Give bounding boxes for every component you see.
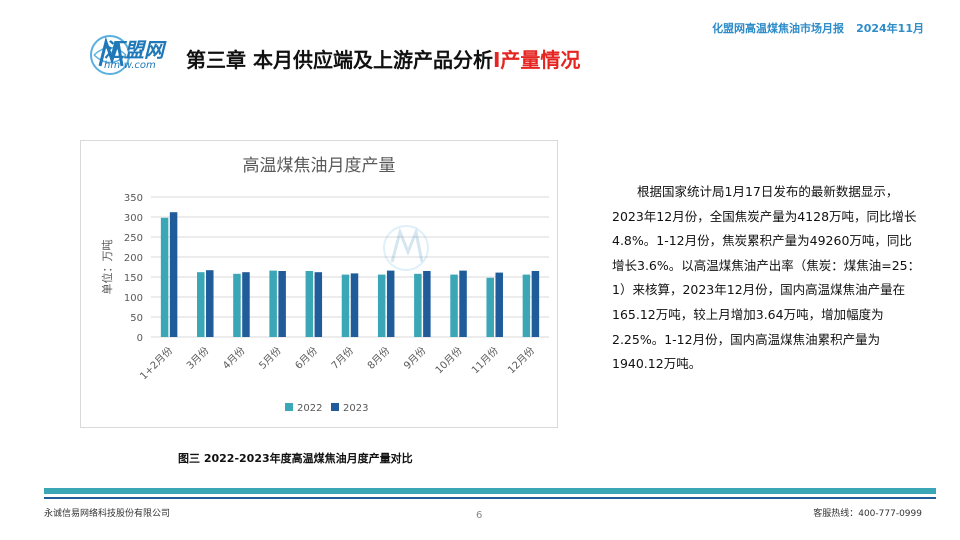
chart-caption: 图三 2022-2023年度高温煤焦油月度产量对比	[178, 452, 413, 465]
bar-2022	[486, 277, 494, 337]
legend-label: 2023	[343, 403, 368, 414]
bar-2023	[314, 272, 323, 337]
bar-2022	[197, 272, 205, 337]
page-title: 第三章 本月供应端及上游产品分析I产量情况	[186, 44, 580, 73]
bar-2022	[269, 270, 277, 337]
footer-hotline: 客服热线：400-777-0999	[813, 509, 922, 519]
y-tick-label: 350	[124, 193, 143, 204]
legend-label: 2022	[297, 403, 322, 414]
watermark-icon	[383, 225, 429, 271]
x-tick-label: 6月份	[293, 345, 320, 372]
y-tick-label: 250	[124, 233, 143, 244]
bar-2022	[450, 274, 458, 337]
logo-text: 汇盟网	[104, 38, 164, 62]
y-tick-label: 150	[124, 273, 143, 284]
bar-2023	[278, 271, 286, 337]
bar-2022	[414, 273, 422, 337]
bar-chart: 高温煤焦油月度产量 0 50 100 150 200 250 300 350 单位：万吨 1+2月份…	[100, 156, 549, 414]
chart-container: 高温煤焦油月度产量 0 50 100 150 200 250 300 350 单位：万吨 1+2月份…	[80, 140, 558, 428]
bar-2023	[495, 272, 503, 337]
x-tick-label: 7月份	[329, 345, 356, 372]
y-tick-label: 200	[124, 253, 143, 264]
x-tick-label: 8月份	[365, 345, 392, 372]
x-tick-label: 5月份	[257, 345, 284, 372]
bar-2023	[459, 270, 467, 337]
y-tick-label: 0	[137, 333, 143, 344]
bar-2023	[206, 270, 214, 337]
y-tick-label: 300	[124, 213, 143, 224]
bar-2022	[233, 273, 241, 337]
x-tick-label: 11月份	[469, 345, 501, 377]
chart-title: 高温煤焦油月度产量	[243, 156, 396, 176]
legend-swatch-2023	[331, 403, 339, 411]
y-axis-label: 单位：万吨	[100, 240, 114, 295]
bar-2023	[242, 272, 250, 337]
x-tick-label: 12月份	[505, 345, 537, 377]
footer-divider-teal	[44, 488, 936, 494]
bar-2023	[350, 273, 359, 337]
bar-2022	[377, 274, 386, 337]
x-tick-label: 3月份	[184, 345, 211, 372]
x-tick-label: 10月份	[433, 345, 465, 377]
bar-2022	[341, 274, 350, 337]
bar-2023	[386, 270, 395, 337]
bar-2022	[160, 217, 169, 337]
page-title-main: 第三章 本月供应端及上游产品分析	[186, 48, 493, 72]
report-name: 化盟网高温煤焦油市场月报	[712, 22, 845, 35]
x-tick-label: 4月份	[220, 345, 247, 372]
footer-divider-navy	[44, 497, 936, 499]
bar-2023	[531, 271, 540, 337]
report-header: 化盟网高温煤焦油市场月报 2024年11月	[712, 20, 924, 36]
bar-2023	[423, 271, 431, 337]
body-paragraph: 根据国家统计局1月17日发布的最新数据显示，2023年12月份，全国焦炭产量为4…	[612, 184, 921, 372]
bar-2022	[305, 271, 314, 337]
report-period: 2024年11月	[856, 22, 924, 35]
footer-company: 永诚信易网络科技股份有限公司	[44, 509, 171, 519]
legend-swatch-2022	[285, 403, 293, 411]
page-title-highlight: I产量情况	[492, 48, 581, 72]
logo-icon	[90, 35, 130, 75]
logo-subtext: hm-w.com	[104, 60, 156, 71]
x-tick-label: 9月份	[401, 345, 428, 372]
page-number: 6	[476, 510, 483, 521]
x-tick-label: 1+2月份	[138, 345, 176, 383]
y-tick-label: 50	[130, 313, 143, 324]
bar-2023	[169, 212, 178, 337]
y-tick-label: 100	[124, 293, 143, 304]
bar-2022	[522, 274, 531, 337]
